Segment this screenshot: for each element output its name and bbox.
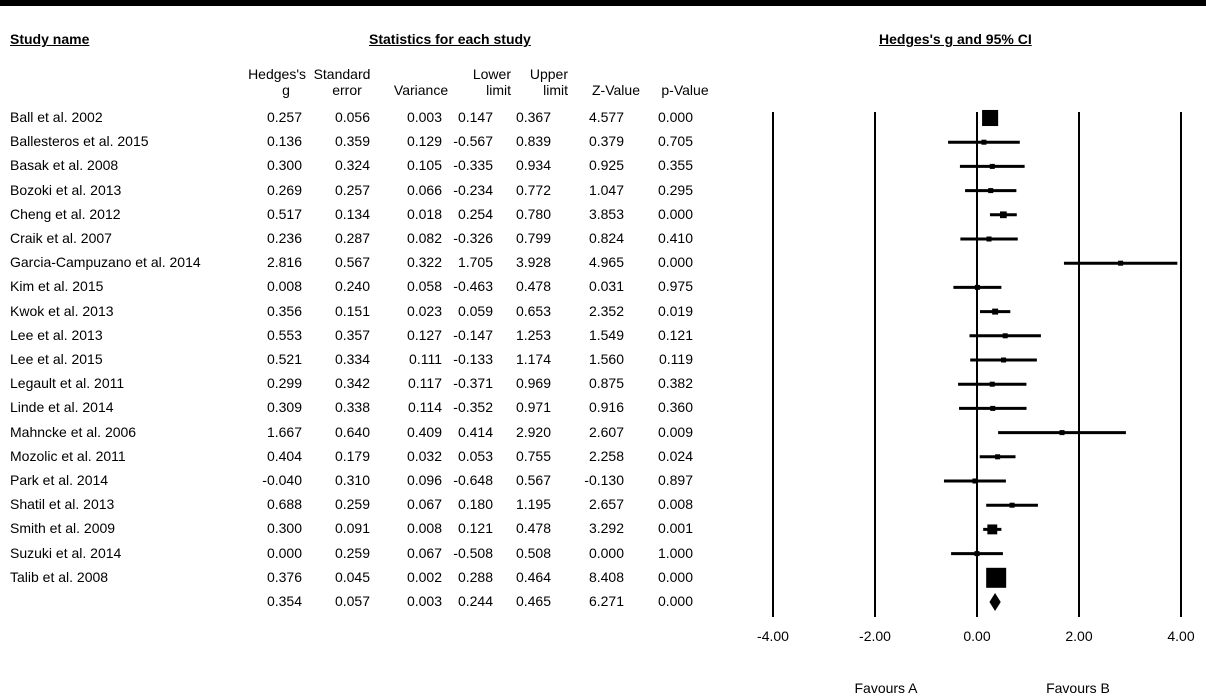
effect-marker bbox=[975, 285, 980, 290]
x-tick-label: -2.00 bbox=[859, 628, 891, 644]
x-tick-label: 0.00 bbox=[963, 628, 990, 644]
summary-diamond bbox=[989, 593, 1000, 611]
effect-marker bbox=[1000, 211, 1007, 218]
effect-marker bbox=[987, 524, 997, 534]
x-tick-label: 2.00 bbox=[1065, 628, 1092, 644]
effect-marker bbox=[1060, 430, 1065, 435]
effect-marker bbox=[986, 568, 1006, 588]
x-tick-label: 4.00 bbox=[1167, 628, 1194, 644]
effect-marker bbox=[990, 164, 995, 169]
effect-marker bbox=[988, 188, 993, 193]
effect-marker bbox=[1010, 503, 1015, 508]
effect-marker bbox=[990, 382, 995, 387]
effect-marker bbox=[1003, 333, 1008, 338]
effect-marker bbox=[1001, 358, 1006, 363]
effect-marker bbox=[1118, 261, 1123, 266]
effect-marker bbox=[990, 406, 995, 411]
effect-marker bbox=[992, 309, 998, 315]
x-tick-label: -4.00 bbox=[757, 628, 789, 644]
effect-marker bbox=[972, 479, 977, 484]
effect-marker bbox=[995, 454, 1000, 459]
effect-marker bbox=[982, 110, 998, 126]
effect-marker bbox=[981, 140, 986, 145]
favours-b-label: Favours B bbox=[1046, 680, 1110, 696]
effect-marker bbox=[987, 237, 992, 242]
effect-marker bbox=[975, 551, 980, 556]
favours-a-label: Favours A bbox=[854, 680, 918, 696]
